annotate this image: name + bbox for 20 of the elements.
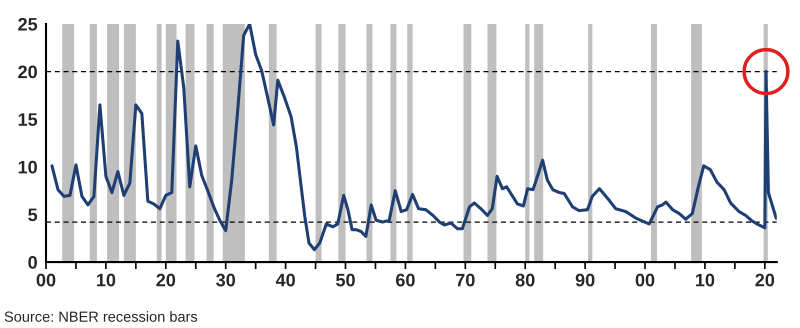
x-tick-label: 00 bbox=[636, 274, 654, 286]
x-tick-label: 20 bbox=[156, 274, 176, 286]
x-tick-label: 60 bbox=[396, 274, 415, 286]
x-tick-label: 40 bbox=[276, 274, 295, 286]
x-tick-label: 10 bbox=[97, 274, 116, 286]
y-tick-label: 0 bbox=[28, 256, 37, 269]
x-tick-label: 00 bbox=[36, 274, 56, 286]
x-tick-label: 50 bbox=[336, 274, 355, 286]
x-tick-label: 30 bbox=[216, 274, 236, 286]
x-tick-label: 80 bbox=[516, 274, 535, 286]
x-tick-label: 20 bbox=[755, 274, 774, 286]
y-tick-label: 10 bbox=[18, 160, 37, 174]
source-note: Source: NBER recession bars bbox=[4, 311, 198, 322]
y-tick-label: 25 bbox=[18, 18, 38, 31]
x-tick-label: 10 bbox=[696, 274, 714, 286]
y-tick-label: 5 bbox=[28, 208, 38, 222]
y-tick-label: 15 bbox=[18, 113, 38, 126]
x-tick-label: 70 bbox=[456, 274, 475, 286]
y-tick-label: 20 bbox=[18, 66, 37, 78]
x-tick-label: 90 bbox=[576, 274, 594, 286]
